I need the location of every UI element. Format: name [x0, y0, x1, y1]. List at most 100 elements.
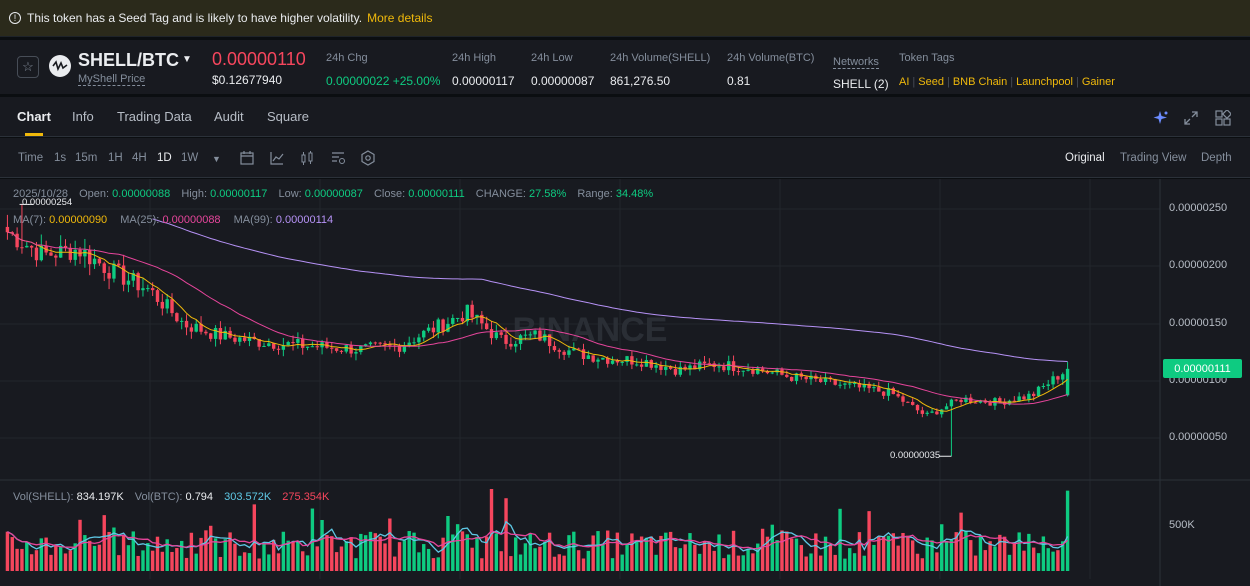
interval-time[interactable]: Time [18, 152, 44, 164]
candle-body [509, 343, 513, 347]
candle-body [257, 339, 261, 347]
info-icon: ! [9, 12, 21, 24]
volume-bar [610, 558, 615, 571]
candle-body [378, 342, 382, 344]
volume-bar [63, 553, 68, 571]
expand-icon[interactable] [1182, 109, 1200, 127]
volume-bar [68, 550, 73, 571]
volume-bar [175, 548, 179, 571]
tag-ai[interactable]: AI [899, 76, 910, 88]
volume-bar [683, 544, 687, 571]
volume-bar [494, 533, 499, 571]
candle-body [644, 360, 649, 367]
tag-launchpool[interactable]: Launchpool [1016, 76, 1073, 88]
volume-bar [20, 548, 24, 571]
interval-15m[interactable]: 15m [75, 152, 98, 164]
tab-square[interactable]: Square [267, 109, 309, 124]
candle-body [296, 339, 300, 343]
candle-body [693, 365, 697, 370]
tab-audit[interactable]: Audit [214, 109, 244, 124]
more-details-link[interactable]: More details [367, 11, 433, 25]
binance-watermark: BINANCE [513, 311, 668, 349]
interval-1d[interactable]: 1D [157, 152, 172, 164]
gear-icon[interactable] [360, 150, 376, 166]
ai-sparkle-icon[interactable] [1152, 109, 1170, 127]
tag-seed[interactable]: Seed [918, 76, 944, 88]
candlestick-chart[interactable]: BINANCE 2025/10/28 Open: 0.00000088 High… [0, 179, 1250, 586]
chart-settings-list-icon[interactable] [330, 150, 346, 166]
volume-bar [906, 535, 910, 571]
candle-body [112, 263, 116, 279]
candle-body [891, 388, 896, 395]
tag-bnb-chain[interactable]: BNB Chain [952, 76, 1008, 88]
volume-bar [814, 533, 818, 571]
price-label[interactable]: MyShell Price [78, 73, 146, 86]
volume-bar [480, 558, 484, 571]
stat-networks[interactable]: Networks SHELL (2) [833, 56, 889, 91]
view-original[interactable]: Original [1065, 152, 1105, 164]
candle-body [83, 249, 87, 257]
calendar-icon[interactable] [239, 150, 255, 166]
interval-more-dropdown-icon[interactable]: ▼ [212, 154, 221, 164]
layout-grid-icon[interactable] [1214, 109, 1232, 127]
candle-body [15, 233, 19, 248]
candle-body [562, 351, 566, 355]
volume-bar [44, 537, 48, 571]
volume-bar [29, 554, 34, 571]
volume-bar [383, 543, 387, 571]
volume-bar [760, 528, 765, 571]
candle-body [615, 360, 620, 363]
candle-body [809, 375, 813, 380]
ma-readout: MA(7): 0.00000090 MA(25): 0.00000088 MA(… [13, 214, 334, 226]
tab-trading-data[interactable]: Trading Data [117, 109, 192, 124]
chart-canvas[interactable]: BINANCE [0, 179, 1250, 586]
interval-1w[interactable]: 1W [181, 152, 199, 164]
candle-body [1022, 396, 1026, 400]
volume-bar [523, 543, 528, 571]
volume-bar [291, 541, 295, 571]
volume-bar [770, 524, 774, 571]
candle-body [906, 401, 910, 403]
candle-body [702, 361, 707, 364]
volume-bar [605, 530, 610, 571]
candle-body [150, 288, 155, 291]
volume-bar [359, 533, 363, 571]
volume-bar [92, 545, 97, 571]
pair-dropdown-icon[interactable]: ▼ [182, 54, 192, 65]
volume-bar [39, 538, 44, 571]
volume-bar [392, 556, 397, 571]
candle-body [126, 280, 131, 285]
candle-body [475, 314, 479, 318]
volume-bar [973, 555, 978, 571]
volume-bar [470, 547, 474, 571]
tab-chart[interactable]: Chart [17, 109, 51, 124]
volume-bar [281, 531, 286, 571]
interval-1s[interactable]: 1s [54, 152, 67, 164]
indicator-icon[interactable] [269, 150, 285, 166]
tag-gainer[interactable]: Gainer [1081, 76, 1115, 88]
candle-body [654, 365, 658, 368]
tab-info[interactable]: Info [72, 109, 94, 124]
candle-type-icon[interactable] [299, 150, 315, 166]
interval-1h[interactable]: 1H [108, 152, 123, 164]
candle-body [988, 402, 992, 406]
candle-body [242, 337, 247, 341]
candle-body [339, 350, 344, 352]
candle-body [417, 337, 421, 343]
pair-name[interactable]: SHELL/BTC [78, 50, 179, 70]
favorite-star-icon[interactable]: ☆ [17, 56, 39, 78]
candle-body [857, 383, 862, 388]
view-trading-view[interactable]: Trading View [1120, 152, 1187, 164]
candle-body [620, 361, 624, 363]
shell-coin-logo [49, 55, 71, 77]
interval-4h[interactable]: 4H [132, 152, 147, 164]
candle-body [39, 245, 44, 261]
view-depth[interactable]: Depth [1201, 152, 1232, 164]
volume-bar [223, 539, 227, 571]
candle-body [1046, 384, 1050, 386]
candle-body [770, 372, 774, 374]
candle-body [785, 374, 789, 377]
token-tags: Token Tags AI | Seed | BNB Chain | Launchpool |… [899, 52, 1115, 88]
candle-body [165, 299, 169, 309]
volume-bar [1031, 547, 1036, 571]
